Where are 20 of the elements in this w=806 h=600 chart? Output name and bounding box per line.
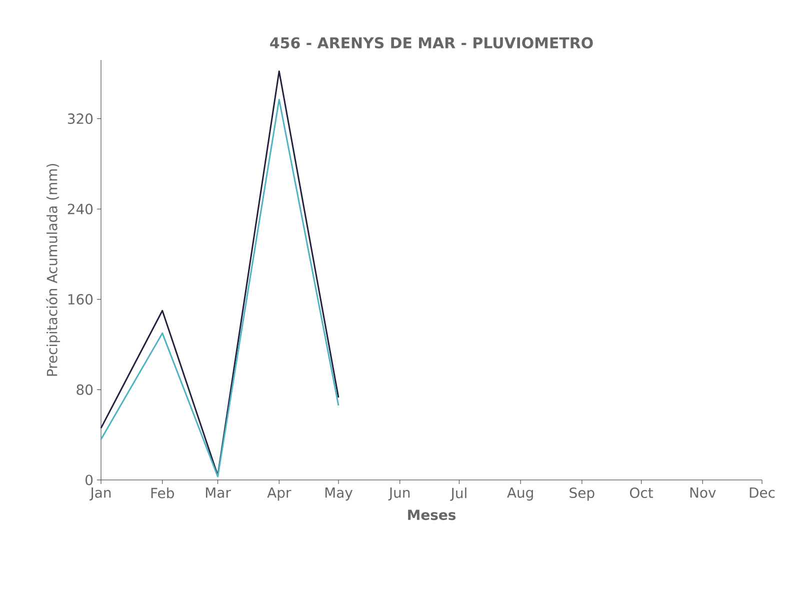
x-tick-label: Jul [450, 488, 466, 501]
x-tick-label: Jun [388, 488, 410, 500]
x-tick-label: May [325, 488, 353, 501]
x-axis-title: Meses [408, 510, 456, 520]
x-tick-label: Nov [690, 488, 716, 498]
x-tick-label: Dec [750, 488, 775, 498]
x-tick-label: Feb [151, 488, 174, 498]
x-tick-label: Mar [206, 488, 231, 498]
x-tick-label: Sep [570, 488, 594, 501]
x-tick-label: Aug [507, 488, 533, 501]
y-tick-label: 240 [68, 204, 93, 214]
x-tick-label: Jan [90, 488, 111, 500]
y-tick-label: 0 [86, 474, 93, 486]
y-axis-title: Precipitación Acumulada (mm) [46, 164, 60, 376]
y-tick-label: 160 [68, 294, 93, 305]
y-tick-label: 80 [76, 384, 93, 395]
chart-title: 456 - ARENYS DE MAR - PLUVIOMETRO [270, 37, 593, 48]
x-tick-label: Oct [630, 488, 654, 498]
x-tick-label: Apr [267, 488, 292, 501]
y-tick-label: 320 [68, 113, 93, 124]
